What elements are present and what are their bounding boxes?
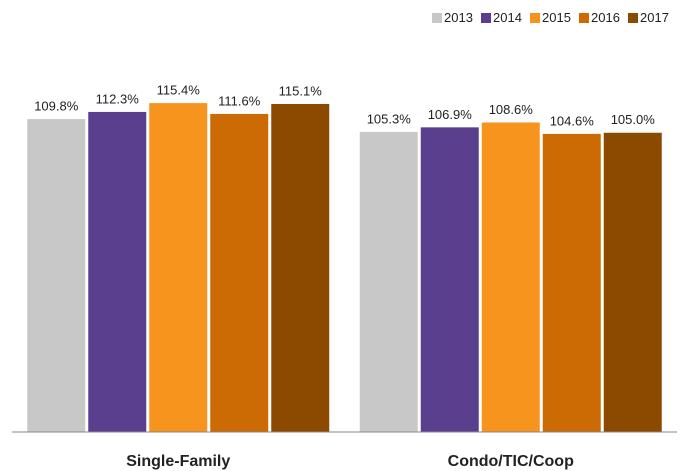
data-label: 111.6% [218,93,261,108]
bar [481,122,540,433]
legend-swatch [530,13,540,23]
legend-label: 2013 [444,10,473,25]
legend-label: 2015 [542,10,571,25]
bar [603,132,662,432]
bar [27,119,86,432]
legend-swatch [628,13,638,23]
bar [210,113,269,432]
data-label: 105.0% [611,112,656,127]
legend-swatch [579,13,589,23]
data-label: 105.3% [367,111,412,126]
data-label: 106.9% [428,107,473,122]
data-label: 104.6% [550,113,595,128]
bar [149,103,208,433]
legend-label: 2017 [640,10,669,25]
bar [88,111,147,432]
legend-swatch [481,13,491,23]
data-label: 115.1% [279,83,323,98]
data-label: 109.8% [34,99,79,114]
bar [271,103,330,432]
legend-label: 2016 [591,10,620,25]
x-tick-label: Condo/TIC/Coop [448,453,574,470]
bar [359,131,418,432]
legend-swatch [432,13,442,23]
data-label: 108.6% [489,102,534,117]
legend-label: 2014 [493,10,522,25]
bar [420,127,479,433]
bar [542,133,601,432]
x-tick-label: Single-Family [126,453,230,470]
data-label: 112.3% [96,91,140,106]
data-label: 115.4% [157,83,201,98]
